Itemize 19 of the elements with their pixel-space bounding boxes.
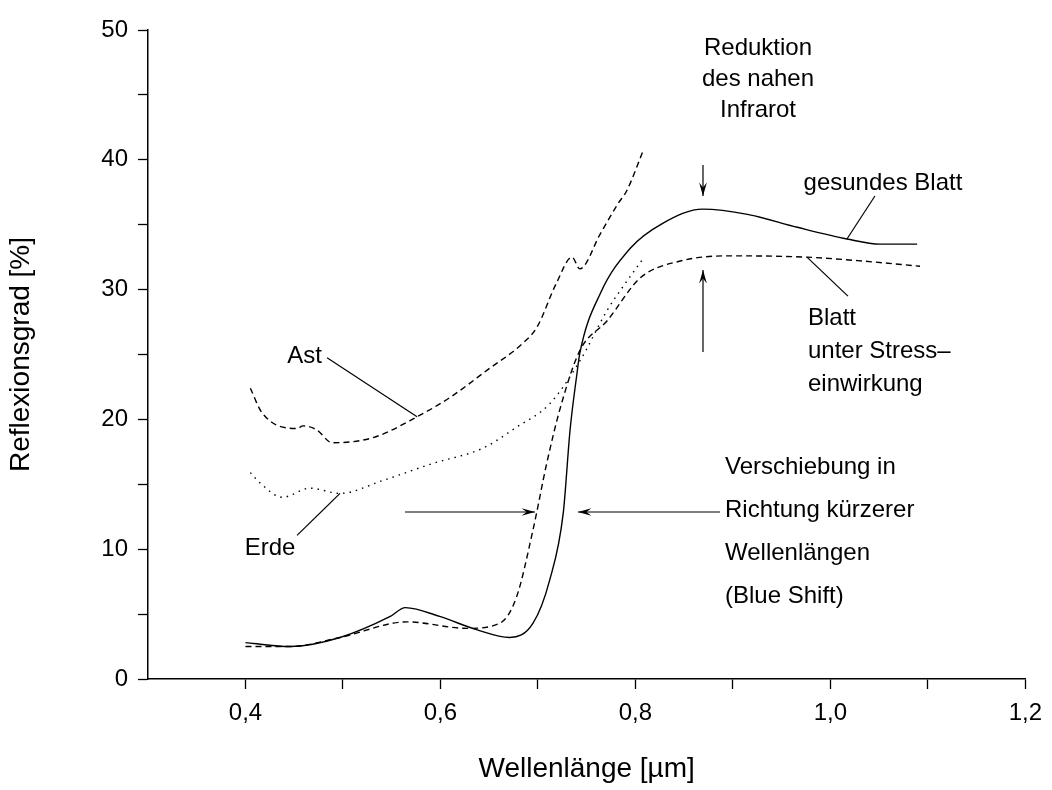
x-tick-label: 0,6 <box>423 698 458 726</box>
y-tick-label: 0 <box>114 663 128 691</box>
x-tick-label: 1,2 <box>1008 698 1043 726</box>
y-axis-title: Reflexionsgrad [%] <box>3 236 35 473</box>
annotation: Reduktion des nahen Infrarot <box>701 32 815 122</box>
x-tick-label: 1,0 <box>813 698 848 726</box>
y-tick-label: 40 <box>101 144 128 172</box>
annotation: Erde <box>244 533 296 561</box>
y-tick-label: 10 <box>101 533 128 561</box>
x-tick-label: 0,4 <box>228 698 263 726</box>
y-tick-label: 50 <box>101 14 128 42</box>
annotation: gesundes Blatt <box>803 167 963 195</box>
annotation: Verschiebung in Richtung kürzerer Wellenlängen (Blue Shift) <box>725 452 915 609</box>
annotation: Blatt unter Stress– einwirkung <box>807 302 952 396</box>
y-tick-label: 20 <box>101 404 128 432</box>
annotation: Ast <box>287 341 323 369</box>
x-axis-title: Wellenlänge [µm] <box>478 751 695 783</box>
y-tick-label: 30 <box>101 274 128 302</box>
x-tick-label: 0,8 <box>618 698 653 726</box>
